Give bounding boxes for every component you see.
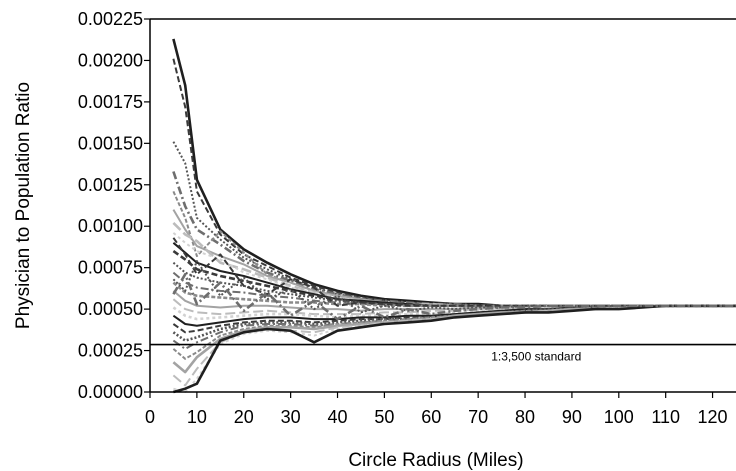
x-tick-label: 50 bbox=[374, 407, 394, 427]
x-tick-label: 70 bbox=[468, 407, 488, 427]
y-tick-label: 0.00175 bbox=[78, 92, 143, 112]
x-tick-label: 10 bbox=[187, 407, 207, 427]
series-line bbox=[172, 237, 736, 307]
x-tick-label: 0 bbox=[145, 407, 155, 427]
reference-line-label: 1:3,500 standard bbox=[491, 350, 581, 364]
y-tick-label: 0.00150 bbox=[78, 133, 143, 153]
y-axis-title: Physician to Population Ratio bbox=[13, 82, 34, 329]
series-line bbox=[172, 141, 736, 307]
y-tick-label: 0.00100 bbox=[78, 216, 143, 236]
y-axis-ticks: 0.00000 0.00025 0.00050 0.00075 0.00100 0.001… bbox=[78, 9, 150, 402]
series-line bbox=[172, 190, 736, 307]
x-tick-label: 30 bbox=[281, 407, 301, 427]
series-line bbox=[172, 250, 736, 308]
x-tick-label: 40 bbox=[328, 407, 348, 427]
x-axis-ticks: 0 10 20 30 40 50 60 70 80 90 100 110 120 bbox=[145, 392, 728, 427]
x-tick-label: 90 bbox=[562, 407, 582, 427]
series-line bbox=[172, 272, 736, 321]
y-tick-label: 0.00075 bbox=[78, 258, 143, 278]
series-lines bbox=[172, 38, 736, 394]
y-tick-label: 0.00050 bbox=[78, 299, 143, 319]
x-tick-label: 100 bbox=[604, 407, 634, 427]
y-tick-label: 0.00125 bbox=[78, 175, 143, 195]
x-tick-label: 120 bbox=[698, 407, 728, 427]
x-tick-label: 60 bbox=[421, 407, 441, 427]
series-line bbox=[172, 171, 736, 308]
y-tick-label: 0.00225 bbox=[78, 9, 143, 29]
axes bbox=[149, 18, 736, 393]
series-line bbox=[172, 304, 736, 374]
series-line bbox=[173, 304, 736, 394]
y-tick-label: 0.00025 bbox=[78, 341, 143, 361]
series-line bbox=[172, 281, 736, 308]
x-axis-title: Circle Radius (Miles) bbox=[348, 450, 523, 471]
x-tick-label: 20 bbox=[234, 407, 254, 427]
y-tick-label: 0.00200 bbox=[78, 50, 143, 70]
series-line bbox=[172, 38, 736, 308]
series-line bbox=[172, 260, 736, 314]
x-tick-label: 110 bbox=[651, 407, 680, 427]
y-tick-label: 0.00000 bbox=[78, 382, 143, 402]
x-tick-label: 80 bbox=[515, 407, 535, 427]
